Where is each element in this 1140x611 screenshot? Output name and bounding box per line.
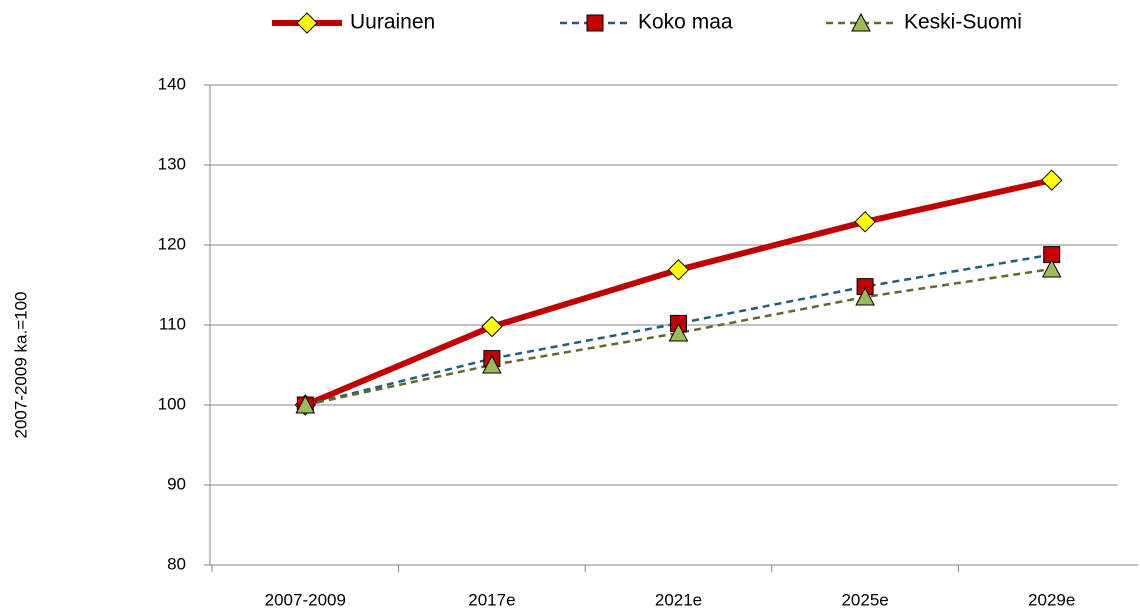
y-tick-label: 120 (158, 234, 186, 253)
x-tick-label: 2017e (468, 590, 515, 609)
marker (667, 259, 690, 281)
marker (481, 315, 503, 338)
x-tick-label: 2007-2009 (265, 590, 346, 609)
marker (296, 12, 318, 34)
y-tick-label: 90 (167, 474, 186, 493)
marker (668, 322, 689, 342)
legend-label: Keski-Suomi (904, 11, 1022, 34)
legend-label: Koko maa (638, 11, 733, 34)
legend: Uurainen Koko maa Keski-Suomi (272, 11, 1022, 34)
x-tick-label: 2029e (1028, 590, 1075, 609)
series-line (304, 177, 1053, 408)
y-tick-label: 110 (159, 314, 186, 333)
marker (1041, 258, 1062, 278)
y-axis-label: 2007-2009 ka.=100 (11, 292, 30, 439)
marker (482, 354, 502, 374)
legend-label: Uurainen (350, 11, 435, 34)
y-tick-label: 100 (158, 394, 186, 413)
marker (855, 286, 875, 306)
y-tick-label: 80 (167, 554, 186, 573)
marker (586, 14, 604, 32)
x-tick-label: 2021e (655, 590, 702, 609)
x-tick-label: 2025e (841, 590, 888, 609)
marker (851, 12, 871, 32)
marker (295, 394, 316, 414)
marker (1040, 169, 1063, 191)
y-tick-label: 130 (158, 154, 186, 173)
marker (854, 211, 876, 233)
y-tick-label: 140 (158, 74, 186, 93)
